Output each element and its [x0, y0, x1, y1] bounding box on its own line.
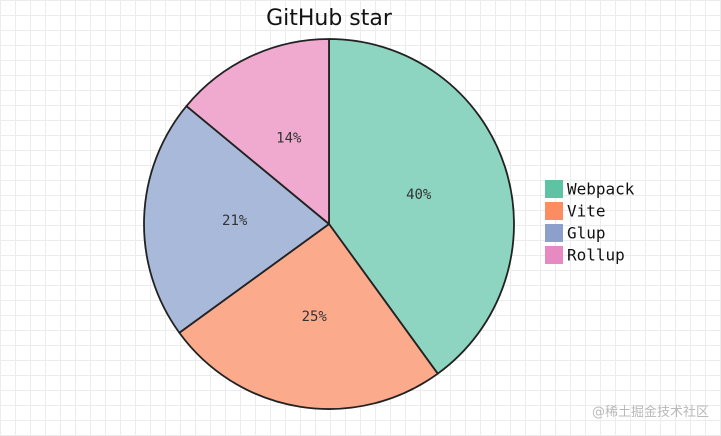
watermark: @稀土掘金技术社区 [591, 405, 709, 420]
slice-label-glup: 21% [222, 213, 248, 229]
legend: Webpack Vite Glup Rollup [545, 180, 635, 265]
slice-label-rollup: 14% [276, 131, 302, 147]
legend-swatch-glup [545, 224, 563, 242]
pie-slice-glup [143, 105, 330, 334]
legend-label-rollup: Rollup [567, 246, 625, 265]
pie-slice-vite [178, 223, 439, 410]
slice-label-vite: 25% [302, 309, 328, 325]
legend-label-glup: Glup [567, 224, 606, 243]
slice-label-webpack: 40% [406, 187, 432, 203]
legend-swatch-vite [545, 202, 563, 220]
pie-slices [143, 38, 515, 410]
pie-slice-rollup [185, 38, 330, 225]
legend-swatch-rollup [545, 246, 563, 264]
legend-label-vite: Vite [567, 202, 606, 221]
legend-label-webpack: Webpack [567, 180, 635, 199]
pie-slice-webpack [328, 38, 515, 375]
chart-title: GitHub star [266, 6, 393, 31]
pie-slice-labels: 40% 25% 21% 14% [222, 131, 432, 326]
legend-swatch-webpack [545, 180, 563, 198]
